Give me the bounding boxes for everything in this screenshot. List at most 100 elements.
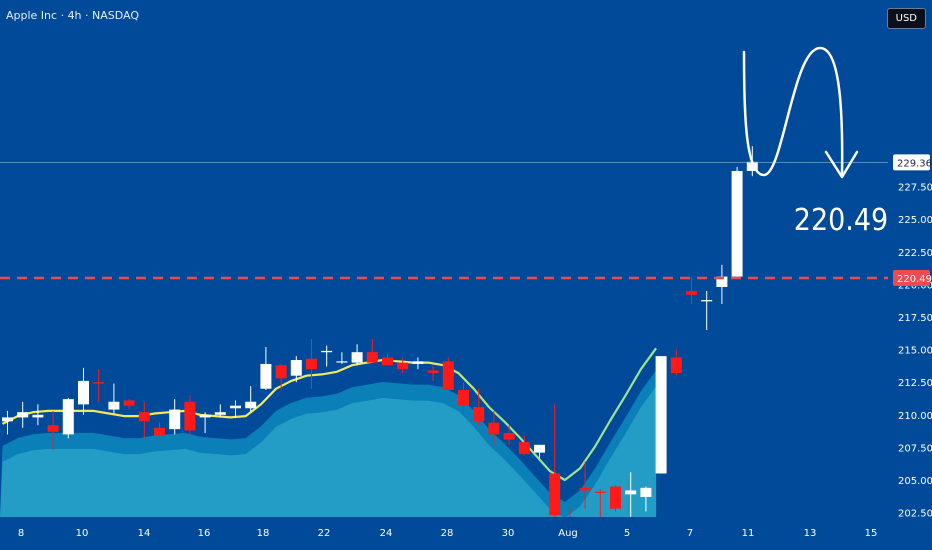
x-tick-label: 22: [318, 528, 331, 539]
candle-body: [701, 300, 713, 302]
candle: [473, 388, 485, 426]
candle: [382, 353, 393, 366]
candle-body: [32, 414, 44, 418]
candle: [366, 339, 378, 363]
candle-body: [108, 401, 120, 410]
y-tick-label: 217.50: [898, 313, 932, 324]
candle: [2, 410, 13, 435]
candle: [397, 357, 409, 374]
candle-body: [93, 382, 105, 384]
candle-body: [351, 352, 363, 363]
candle: [640, 486, 652, 512]
candle-body: [321, 350, 333, 353]
candle: [260, 346, 272, 391]
x-tick-label: 18: [257, 528, 270, 539]
x-tick-label: Aug: [558, 528, 578, 539]
candle-body: [382, 357, 393, 366]
candle: [154, 422, 165, 439]
y-tick-label: 205.00: [898, 476, 932, 487]
candle: [47, 410, 59, 451]
candle: [731, 167, 743, 278]
candle: [123, 399, 135, 410]
candle-body: [488, 422, 500, 435]
y-axis: 202.50 205.00 207.50 210.00 212.50 215.00 217.…: [893, 154, 932, 520]
x-tick-label: 11: [742, 528, 755, 539]
candle-body: [579, 487, 591, 491]
y-tick-label: 222.50: [898, 248, 932, 259]
candle-body: [518, 442, 530, 454]
x-tick-label: 30: [502, 528, 515, 539]
candle: [78, 367, 89, 415]
candle: [579, 461, 591, 509]
moving-average: [1, 347, 657, 482]
candle-body: [458, 390, 469, 406]
candle-body: [610, 486, 621, 509]
candle-body: [746, 161, 758, 171]
candle-body: [549, 473, 561, 516]
candle-body: [625, 490, 637, 495]
arrow-curve: [742, 46, 844, 177]
candle-body: [594, 491, 606, 494]
candle-body: [184, 401, 196, 431]
candle: [458, 382, 469, 413]
candle-body: [62, 399, 74, 435]
candle-body: [397, 362, 409, 370]
current-price-box: [893, 154, 930, 171]
candle-body: [640, 487, 652, 497]
candle-body: [123, 400, 135, 406]
candle-body: [366, 352, 378, 363]
candle: [230, 400, 241, 418]
y-tick-label: 225.00: [898, 215, 932, 226]
x-tick-label: 24: [380, 528, 393, 539]
candle: [670, 349, 682, 376]
candle-body: [78, 380, 89, 405]
candle: [336, 352, 348, 364]
candle-body: [503, 433, 515, 440]
candle: [610, 485, 621, 512]
candle-body: [412, 361, 424, 364]
candle: [93, 369, 105, 402]
candle-body: [473, 406, 485, 422]
candle: [199, 412, 211, 434]
candle: [534, 444, 545, 458]
candle: [290, 356, 302, 383]
candle: [549, 404, 561, 526]
y-tick-label: 212.50: [898, 378, 932, 389]
x-tick-label: 16: [198, 528, 211, 539]
currency-button[interactable]: USD: [886, 8, 926, 29]
candle-body: [138, 412, 150, 422]
candle: [62, 397, 74, 439]
x-tick-label: 7: [687, 528, 693, 539]
candle-body: [275, 365, 287, 379]
candle: [625, 472, 637, 520]
x-tick-label: 8: [18, 528, 24, 539]
x-tick-label: 5: [624, 528, 630, 539]
candle: [412, 357, 424, 370]
candle: [701, 290, 713, 331]
annotation-label: 220.49: [794, 203, 888, 238]
candle-body: [442, 361, 454, 391]
candle-body: [686, 290, 697, 295]
candle: [17, 401, 29, 428]
candle: [275, 363, 287, 391]
y-tick-label: 207.50: [898, 443, 932, 454]
x-tick-label: 28: [441, 528, 454, 539]
candle: [655, 356, 667, 474]
x-axis: 8 10 14 16 18 22 24 28 30 Aug 5 7 11 13 15: [0, 517, 932, 550]
candle-body: [716, 276, 728, 288]
price-line-box: [893, 270, 930, 287]
ma-line: [1, 347, 657, 482]
current-price-label: 229.36: [897, 158, 932, 169]
candle-body: [2, 417, 13, 422]
candle-body: [245, 401, 257, 409]
candle: [306, 339, 317, 389]
candle-body: [290, 360, 302, 376]
y-tick-label: 202.50: [898, 509, 932, 520]
price-lines: [0, 162, 888, 280]
candle: [503, 425, 515, 445]
ma-area-inner: [0, 386, 657, 518]
candle: [716, 264, 728, 304]
candle-body: [17, 412, 29, 418]
candle-body: [670, 357, 682, 374]
